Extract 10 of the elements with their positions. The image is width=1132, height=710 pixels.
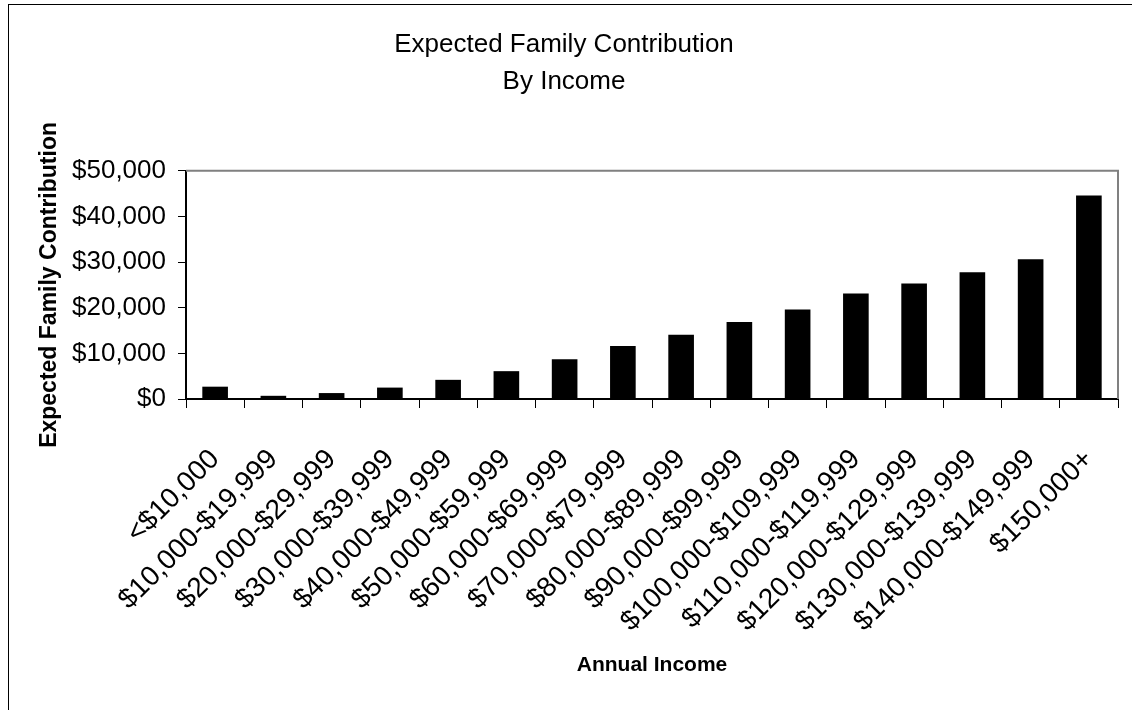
y-tick-label: $40,000 [72, 199, 166, 230]
y-tick-label: $50,000 [72, 154, 166, 185]
chart-subtitle: By Income [502, 64, 626, 95]
y-tick-label: $20,000 [72, 290, 166, 321]
y-tick-label: $10,000 [72, 336, 166, 367]
y-axis-title: Expected Family Contribution [35, 121, 62, 448]
x-axis-title: Annual Income [576, 652, 728, 676]
y-tick-label: $0 [137, 382, 166, 413]
y-tick-label: $30,000 [72, 245, 166, 276]
chart-title: Expected Family Contribution [394, 27, 734, 58]
